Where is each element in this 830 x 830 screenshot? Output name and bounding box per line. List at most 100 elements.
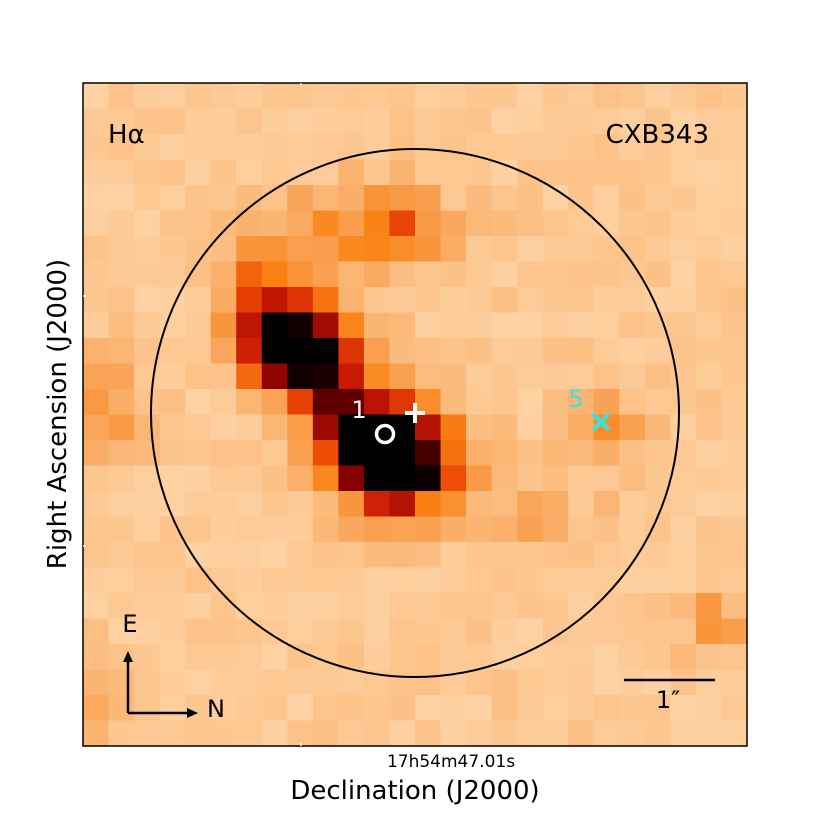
image-pixel [542, 491, 569, 518]
image-pixel [517, 312, 544, 339]
image-pixel [466, 312, 493, 339]
image-pixel [695, 134, 723, 161]
image-pixel [261, 465, 288, 492]
image-pixel [236, 618, 263, 645]
marker-5-x [591, 412, 611, 432]
image-pixel [440, 414, 467, 441]
image-pixel [440, 363, 467, 390]
image-pixel [236, 108, 263, 135]
image-pixel [415, 338, 442, 365]
image-pixel [159, 720, 186, 746]
image-pixel [466, 185, 493, 212]
image-pixel [236, 261, 263, 288]
image-pixel [363, 644, 391, 671]
image-pixel [593, 185, 620, 212]
image-pixel [593, 516, 620, 543]
image-pixel [134, 644, 161, 671]
marker-plus-cross [405, 403, 425, 423]
image-pixel [568, 312, 595, 339]
image-pixel [363, 236, 391, 263]
image-pixel [440, 618, 467, 645]
image-pixel [466, 108, 493, 135]
image-pixel [287, 389, 314, 416]
image-pixel [108, 83, 135, 110]
image-pixel [440, 542, 467, 569]
image-pixel [159, 389, 186, 416]
image-pixel [312, 695, 339, 722]
image-pixel [415, 593, 442, 620]
image-pixel [83, 618, 110, 645]
image-pixel [363, 720, 391, 746]
image-pixel [261, 159, 288, 186]
image-pixel [83, 261, 110, 288]
image-pixel [108, 312, 135, 339]
image-pixel [312, 644, 339, 671]
image-pixel [619, 261, 646, 288]
image-pixel [619, 618, 646, 645]
image-pixel [593, 720, 620, 746]
image-pixel [363, 440, 391, 467]
image-pixel [261, 644, 288, 671]
image-pixel [593, 236, 620, 263]
image-pixel [670, 644, 697, 671]
image-pixel [338, 669, 365, 696]
image-pixel [415, 720, 442, 746]
image-pixel [568, 593, 595, 620]
image-pixel [721, 695, 747, 722]
image-pixel [415, 516, 442, 543]
image-pixel [261, 720, 288, 746]
image-pixel [134, 516, 161, 543]
image-pixel [517, 414, 544, 441]
image-pixel [466, 516, 493, 543]
image-pixel [517, 644, 544, 671]
image-pixel [670, 134, 697, 161]
image-pixel [108, 542, 135, 569]
image-pixel [644, 516, 671, 543]
image-pixel [338, 108, 365, 135]
image-pixel [721, 440, 747, 467]
image-pixel [338, 261, 365, 288]
image-pixel [491, 134, 518, 161]
image-pixel [312, 491, 339, 518]
image-pixel [619, 363, 646, 390]
image-pixel [568, 440, 595, 467]
image-pixel [312, 134, 339, 161]
image-pixel [363, 83, 391, 110]
image-pixel [695, 236, 723, 263]
image-pixel [338, 185, 365, 212]
image-pixel [338, 83, 365, 110]
image-pixel [261, 236, 288, 263]
image-pixel [338, 542, 365, 569]
image-pixel [236, 465, 263, 492]
image-pixel [210, 338, 237, 365]
image-pixel [415, 312, 442, 339]
image-pixel [695, 287, 723, 314]
image-pixel [185, 618, 212, 645]
image-pixel [83, 108, 110, 135]
image-pixel [185, 338, 212, 365]
image-pixel [491, 287, 518, 314]
compass-east-label: E [122, 610, 137, 638]
image-pixel [517, 669, 544, 696]
x-axis-label: Declination (J2000) [290, 776, 539, 806]
image-pixel [210, 159, 237, 186]
image-pixel [134, 83, 161, 110]
image-pixel [619, 414, 646, 441]
image-pixel [415, 363, 442, 390]
image-pixel [363, 491, 391, 518]
image-pixel [363, 567, 391, 594]
image-pixel [134, 261, 161, 288]
image-pixel [695, 389, 723, 416]
image-pixel [363, 695, 391, 722]
image-pixel [568, 236, 595, 263]
filter-label: Hα [108, 120, 145, 150]
image-pixel [542, 83, 569, 110]
image-pixel [593, 287, 620, 314]
image-pixel [236, 287, 263, 314]
image-pixel [83, 465, 110, 492]
image-pixel [287, 363, 314, 390]
image-pixel [517, 236, 544, 263]
image-pixel [338, 210, 365, 237]
image-pixel [670, 83, 697, 110]
image-pixel [517, 210, 544, 237]
